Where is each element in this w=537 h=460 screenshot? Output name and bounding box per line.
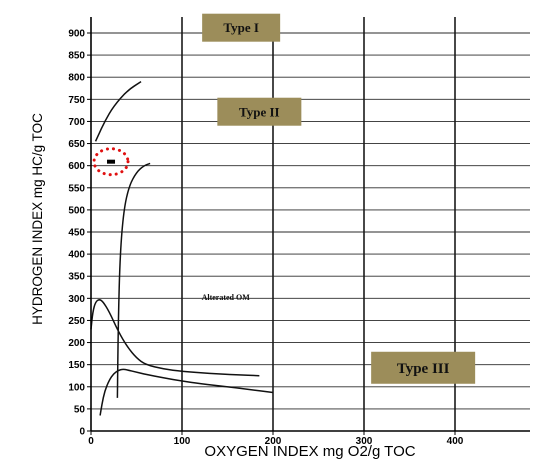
x-tick-label: 300 xyxy=(356,436,373,447)
type-i-label: Type I xyxy=(223,20,259,35)
x-tick-label: 400 xyxy=(447,436,464,447)
y-tick-label: 400 xyxy=(68,250,85,261)
x-axis-title: OXYGEN INDEX mg O2/g TOC xyxy=(204,443,415,460)
y-tick-label: 200 xyxy=(68,338,85,349)
y-tick-label: 850 xyxy=(68,51,85,62)
y-tick-label: 150 xyxy=(68,360,85,371)
x-axis-ticks: 0 100 200 300 400 xyxy=(88,431,464,447)
x-tick-label: 200 xyxy=(265,436,282,447)
y-tick-label: 900 xyxy=(68,29,85,40)
type-ii-box xyxy=(217,97,302,126)
series-curve-1 xyxy=(94,81,142,142)
y-tick-label: 450 xyxy=(68,228,85,239)
y-tick-label: 800 xyxy=(68,73,85,84)
y-tick-label: 700 xyxy=(68,117,85,128)
y-tick-label: 600 xyxy=(68,161,85,172)
y-axis-ticks: 0 50 100 150 200 250 300 350 400 450 500 550 600 650 7… xyxy=(68,29,91,438)
y-tick-label: 0 xyxy=(79,427,85,438)
y-tick-label: 300 xyxy=(68,294,85,305)
type-i-box xyxy=(202,13,281,42)
alterated-om-label: Alterated OM xyxy=(202,293,251,302)
annotation-layer: Type I Type II Alterated OM Type III xyxy=(202,13,476,384)
grid-lines xyxy=(91,17,530,431)
series-layer xyxy=(90,81,274,416)
y-axis-title: HYDROGEN INDEX mg HC/g TOC xyxy=(30,113,45,325)
x-tick-label: 100 xyxy=(174,436,191,447)
y-tick-label: 250 xyxy=(68,316,85,327)
y-tick-label: 350 xyxy=(68,272,85,283)
type-iii-label: Type III xyxy=(397,361,450,377)
type-ii-label: Type II xyxy=(239,104,280,119)
series-curve-4 xyxy=(99,368,274,416)
x-tick-label: 0 xyxy=(88,436,94,447)
y-tick-label: 750 xyxy=(68,95,85,106)
y-tick-label: 650 xyxy=(68,139,85,150)
highlight-layer xyxy=(92,147,130,177)
y-tick-label: 550 xyxy=(68,183,85,194)
series-curve-2 xyxy=(116,162,151,398)
y-tick-label: 500 xyxy=(68,205,85,216)
y-tick-label: 100 xyxy=(68,382,85,393)
highlight-ring xyxy=(92,147,130,177)
type-iii-box xyxy=(371,351,476,384)
y-tick-label: 50 xyxy=(74,404,86,415)
sample-point xyxy=(107,159,116,164)
series-curve-3 xyxy=(90,299,260,377)
